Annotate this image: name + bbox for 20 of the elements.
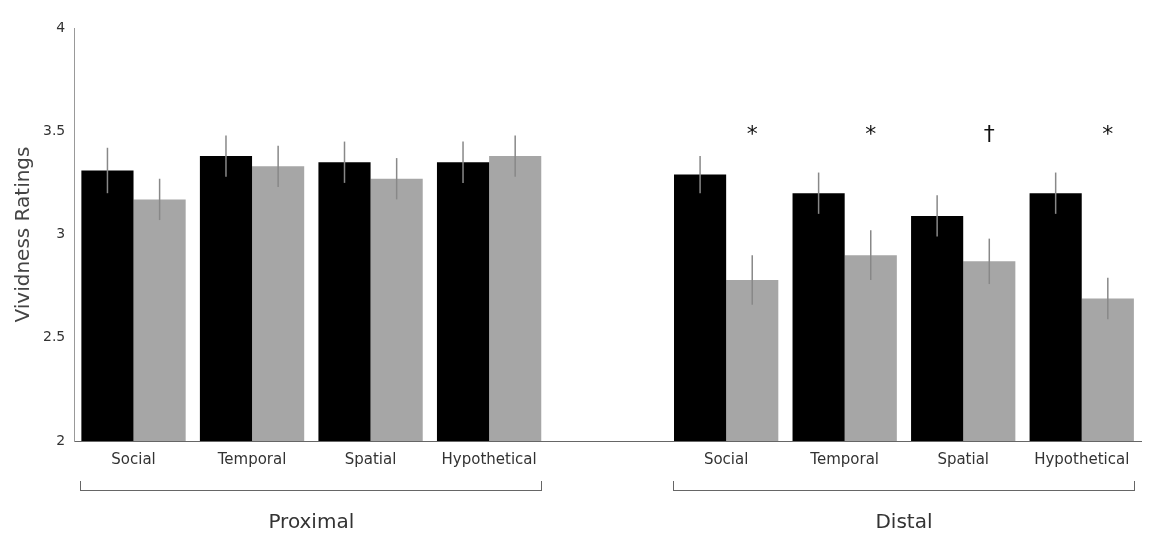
x-tick-label: Hypothetical (441, 449, 537, 468)
x-tick-label: Temporal (809, 449, 880, 468)
annotation: * (865, 120, 877, 146)
annotation: † (983, 120, 995, 146)
annotation: * (746, 120, 758, 146)
y-tick-label: 2 (56, 431, 66, 448)
y-tick-label: 4 (56, 18, 66, 35)
text: Proximal (268, 509, 355, 534)
y-tick-label: 3.5 (43, 121, 66, 138)
annotation: * (1102, 120, 1114, 146)
text: Distal (875, 509, 933, 534)
x-tick-label: Spatial (937, 449, 990, 468)
x-tick-label: Social (703, 449, 749, 468)
y-tick-label: 2.5 (43, 328, 66, 345)
y-tick-label: 3 (56, 225, 66, 242)
x-tick-label: Social (111, 449, 156, 468)
x-tick-label: Temporal (216, 449, 287, 468)
y-axis-title: Vividness Ratings (10, 146, 35, 323)
x-tick-label: Hypothetical (1034, 449, 1130, 468)
x-tick-label: Spatial (344, 449, 397, 468)
